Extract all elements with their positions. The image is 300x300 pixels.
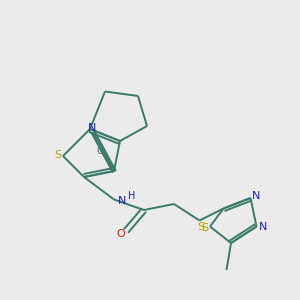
Text: N: N [118, 196, 126, 206]
Text: N: N [88, 123, 96, 133]
Text: S: S [201, 223, 208, 233]
Text: N: N [252, 190, 260, 201]
Text: C: C [96, 146, 103, 156]
Text: S: S [54, 149, 61, 160]
Text: S: S [197, 222, 205, 232]
Text: O: O [116, 229, 125, 239]
Text: H: H [128, 191, 136, 201]
Text: N: N [259, 221, 267, 232]
